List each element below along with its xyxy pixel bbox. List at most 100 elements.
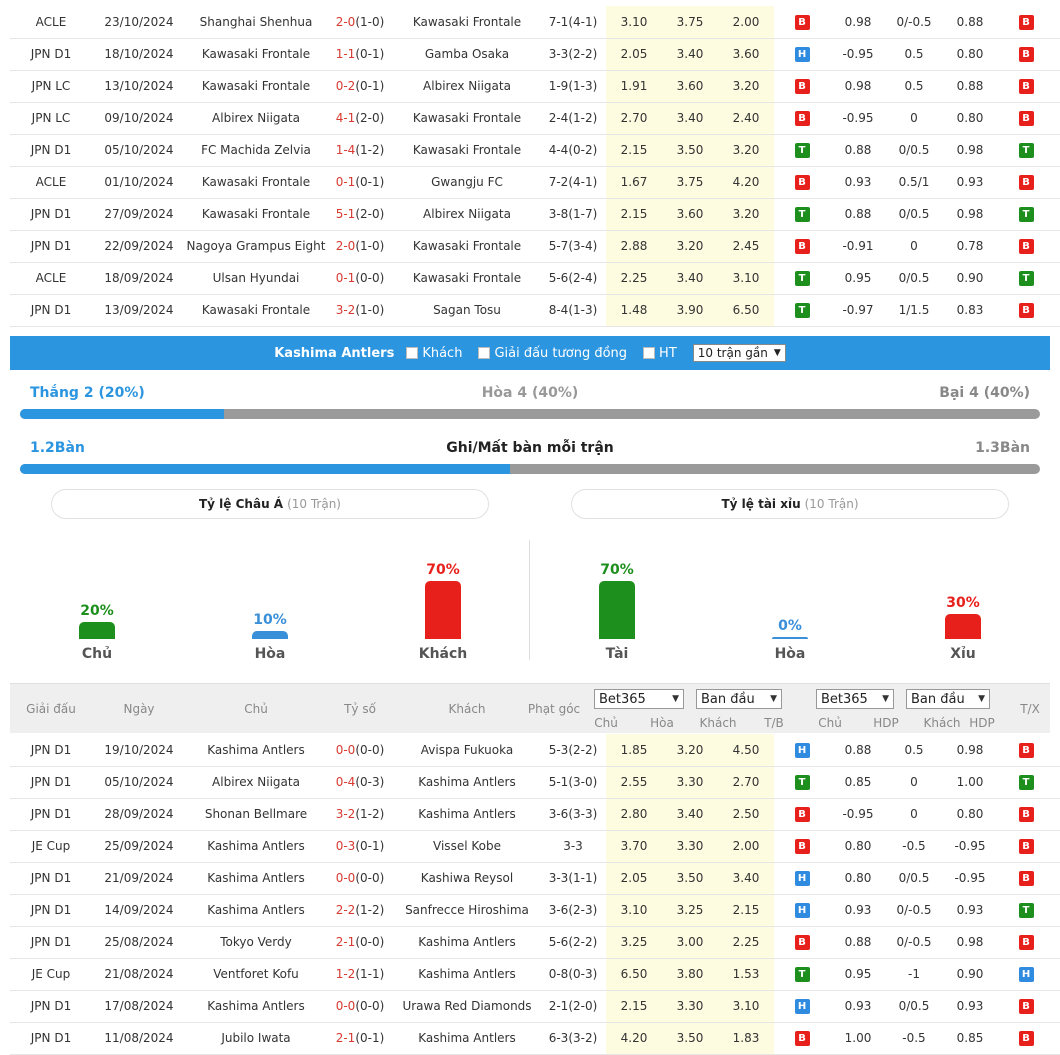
league-cell: JPN D1 — [10, 798, 92, 831]
half-time-score: (1-0) — [355, 239, 385, 253]
home-team-link[interactable]: Albirex Niigata — [186, 102, 326, 135]
home-team-link[interactable]: Kawasaki Frontale — [186, 166, 326, 199]
col-sub-draw: Hòa — [650, 716, 674, 730]
odds-draw-cell: 3.40 — [662, 102, 718, 135]
home-team-link[interactable]: Kawasaki Frontale — [186, 38, 326, 71]
hdp-badge: T — [1018, 271, 1034, 286]
away-checkbox[interactable] — [406, 347, 419, 359]
home-team-link[interactable]: Nagoya Grampus Eight — [186, 230, 326, 263]
away-team-link[interactable]: Albirex Niigata — [394, 198, 540, 231]
ou-badge-cell: X — [1054, 734, 1060, 767]
home-team-link[interactable]: Shanghai Shenhua — [186, 6, 326, 39]
result-badge: T — [794, 271, 810, 286]
odds-type-1-value: Ban đầu — [701, 691, 755, 707]
away-team-link[interactable]: Albirex Niigata — [394, 70, 540, 103]
away-team-link[interactable]: Kawasaki Frontale — [394, 134, 540, 167]
full-time-score: 0-0 — [335, 999, 356, 1013]
full-time-score: 1-4 — [335, 143, 356, 157]
corners-cell: 5-6(2-2) — [540, 926, 606, 959]
home-team-link[interactable]: Kashima Antlers — [186, 894, 326, 927]
home-team-link[interactable]: Ventforet Kofu — [186, 958, 326, 991]
home-team-link[interactable]: Tokyo Verdy — [186, 926, 326, 959]
date-cell: 25/09/2024 — [92, 830, 186, 863]
away-team-link[interactable]: Kashima Antlers — [394, 798, 540, 831]
hdp-line-cell: 0/-0.5 — [886, 926, 942, 959]
home-team-link[interactable]: Kashima Antlers — [186, 862, 326, 895]
home-team-link[interactable]: Albirex Niigata — [186, 766, 326, 799]
odds-away-cell: 3.20 — [718, 70, 774, 103]
hdp-badge-cell: B — [998, 862, 1054, 895]
chevron-down-icon: ▼ — [882, 694, 889, 704]
ht-filter[interactable]: HT — [643, 346, 677, 361]
odds-away-cell: 3.20 — [718, 134, 774, 167]
away-team-link[interactable]: Kawasaki Frontale — [394, 262, 540, 295]
hdp-away-cell: 0.85 — [942, 1022, 998, 1055]
full-time-score: 1-2 — [335, 967, 356, 981]
date-cell: 22/09/2024 — [92, 230, 186, 263]
same-league-filter[interactable]: Giải đấu tương đồng — [478, 346, 627, 361]
away-team-link[interactable]: Kawasaki Frontale — [394, 6, 540, 39]
col-league: Giải đấu — [26, 702, 76, 716]
home-team-link[interactable]: Shonan Bellmare — [186, 798, 326, 831]
away-team-link[interactable]: Gwangju FC — [394, 166, 540, 199]
away-team-link[interactable]: Kawasaki Frontale — [394, 102, 540, 135]
corners-cell: 3-8(1-7) — [540, 198, 606, 231]
result-badge-cell: B — [774, 102, 830, 135]
home-team-link[interactable]: Kawasaki Frontale — [186, 198, 326, 231]
away-team-link[interactable]: Kashiwa Reysol — [394, 862, 540, 895]
away-team-link[interactable]: Kashima Antlers — [394, 958, 540, 991]
asian-odds-bar-label: Khách — [418, 646, 468, 662]
odds-away-cell: 3.40 — [718, 862, 774, 895]
recent-matches-select[interactable]: 10 trận gần ▼ — [692, 344, 786, 362]
away-team-link[interactable]: Vissel Kobe — [394, 830, 540, 863]
odds-type-select-1[interactable]: Ban đầu ▼ — [696, 689, 782, 709]
away-team-link[interactable]: Avispa Fukuoka — [394, 734, 540, 767]
home-team-link[interactable]: Kawasaki Frontale — [186, 294, 326, 327]
result-badge: H — [794, 871, 810, 886]
away-filter[interactable]: Khách — [406, 346, 462, 361]
away-team-link[interactable]: Sanfrecce Hiroshima — [394, 894, 540, 927]
odds-home-cell: 1.85 — [606, 734, 662, 767]
away-team-link[interactable]: Kashima Antlers — [394, 926, 540, 959]
league-cell: JPN D1 — [10, 926, 92, 959]
table-row: JPN D1 11/08/2024 Jubilo Iwata 2-1(0-1) Kash… — [10, 1022, 1060, 1055]
away-team-link[interactable]: Urawa Red Diamonds — [394, 990, 540, 1023]
odds-away-cell: 6.50 — [718, 294, 774, 327]
table-row: JPN D1 14/09/2024 Kashima Antlers 2-2(1-2) S… — [10, 894, 1060, 927]
ht-checkbox[interactable] — [643, 347, 656, 359]
bookmaker-select-2[interactable]: Bet365 ▼ — [816, 689, 894, 709]
corners-cell: 3-3(2-2) — [540, 38, 606, 71]
home-team-link[interactable]: Kawasaki Frontale — [186, 70, 326, 103]
home-team-link[interactable]: Jubilo Iwata — [186, 1022, 326, 1055]
ou-badge-cell: X — [1054, 38, 1060, 71]
previous-matches-body: ACLE 23/10/2024 Shanghai Shenhua 2-0(1-0) Ka… — [10, 6, 1060, 327]
away-team-link[interactable]: Sagan Tosu — [394, 294, 540, 327]
over-under-pct-label: 30% — [946, 595, 980, 612]
home-team-link[interactable]: Ulsan Hyundai — [186, 262, 326, 295]
full-time-score: 0-1 — [335, 271, 356, 285]
bookmaker-select-1[interactable]: Bet365 ▼ — [594, 689, 684, 709]
hdp-badge: B — [1018, 935, 1034, 950]
corners-cell: 5-6(2-4) — [540, 262, 606, 295]
away-team-link[interactable]: Kashima Antlers — [394, 1022, 540, 1055]
odds-home-cell: 2.15 — [606, 134, 662, 167]
home-team-link[interactable]: Kashima Antlers — [186, 830, 326, 863]
result-badge-cell: B — [774, 230, 830, 263]
away-team-link[interactable]: Gamba Osaka — [394, 38, 540, 71]
away-team-link[interactable]: Kashima Antlers — [394, 766, 540, 799]
hdp-home-cell: -0.95 — [830, 798, 886, 831]
odds-draw-cell: 3.20 — [662, 230, 718, 263]
league-cell: JPN D1 — [10, 1022, 92, 1055]
home-team-link[interactable]: FC Machida Zelvia — [186, 134, 326, 167]
same-league-checkbox[interactable] — [478, 347, 491, 359]
odds-type-select-2[interactable]: Ban đầu ▼ — [906, 689, 990, 709]
recent-matches-header: Giải đấu Ngày Chủ Tỷ số Khách Phạt góc B… — [10, 683, 1050, 733]
hdp-away-cell: 0.98 — [942, 734, 998, 767]
home-team-link[interactable]: Kashima Antlers — [186, 990, 326, 1023]
away-team-link[interactable]: Kawasaki Frontale — [394, 230, 540, 263]
odds-home-cell: 2.25 — [606, 262, 662, 295]
odds-draw-cell: 3.40 — [662, 798, 718, 831]
hdp-home-cell: 0.93 — [830, 990, 886, 1023]
result-badge: T — [794, 143, 810, 158]
home-team-link[interactable]: Kashima Antlers — [186, 734, 326, 767]
